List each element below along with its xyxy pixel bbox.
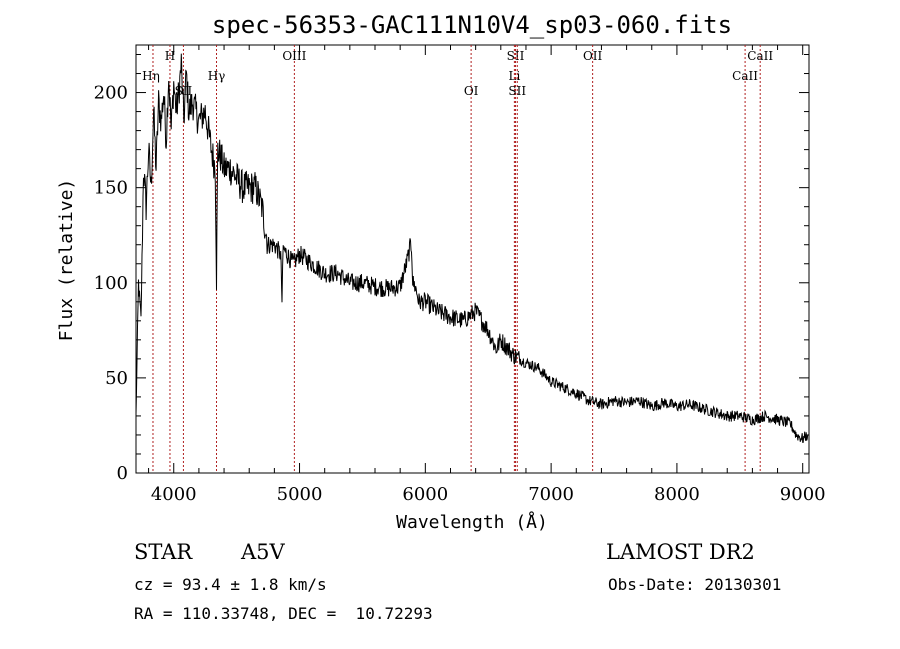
y-tick-label: 150	[94, 178, 128, 199]
line-marker-label: SII	[507, 49, 525, 63]
x-tick-label: 9000	[780, 484, 826, 505]
chart-title: spec-56353-GAC111N10V4_sp03-060.fits	[212, 11, 732, 39]
line-marker-label: Hγ	[208, 69, 226, 83]
x-tick-label: 6000	[402, 484, 448, 505]
line-marker-label: OII	[583, 49, 603, 63]
line-marker-label: CaII	[747, 49, 773, 63]
axis-ticks: 4000 5000 6000 7000 8000 9000 0 50 100 150 200	[94, 45, 826, 505]
x-tick-label: 8000	[654, 484, 700, 505]
line-marker-label: OIII	[282, 49, 306, 63]
line-marker-label: H	[165, 49, 175, 63]
line-marker-label: Li	[508, 69, 520, 83]
observation-date: Obs-Date: 20130301	[608, 575, 782, 594]
y-tick-label: 100	[94, 273, 128, 294]
x-tick-label: 5000	[277, 484, 323, 505]
x-axis-label: Wavelength (Å)	[396, 511, 548, 533]
line-marker-label: SII	[508, 84, 526, 98]
survey-name: LAMOST DR2	[606, 540, 755, 564]
spectrum-line	[135, 53, 809, 443]
y-tick-label: 50	[105, 368, 128, 389]
y-tick-label: 200	[94, 83, 128, 104]
plot-frame	[135, 44, 810, 474]
line-marker-label: CaII	[732, 69, 758, 83]
line-marker-label: Hη	[142, 69, 160, 83]
object-subclass: A5V	[241, 540, 285, 564]
y-tick-label: 0	[117, 463, 128, 484]
x-tick-label: 4000	[151, 484, 197, 505]
line-marker-label: OI	[464, 84, 479, 98]
y-axis-label: Flux (relative)	[56, 179, 77, 342]
object-class: STAR	[134, 540, 193, 564]
coordinates-readout: RA = 110.33748, DEC = 10.72293	[134, 604, 433, 623]
redshift-readout: cz = 93.4 ± 1.8 km/s	[134, 575, 327, 594]
spectrum-series	[135, 53, 809, 443]
x-tick-label: 7000	[528, 484, 574, 505]
